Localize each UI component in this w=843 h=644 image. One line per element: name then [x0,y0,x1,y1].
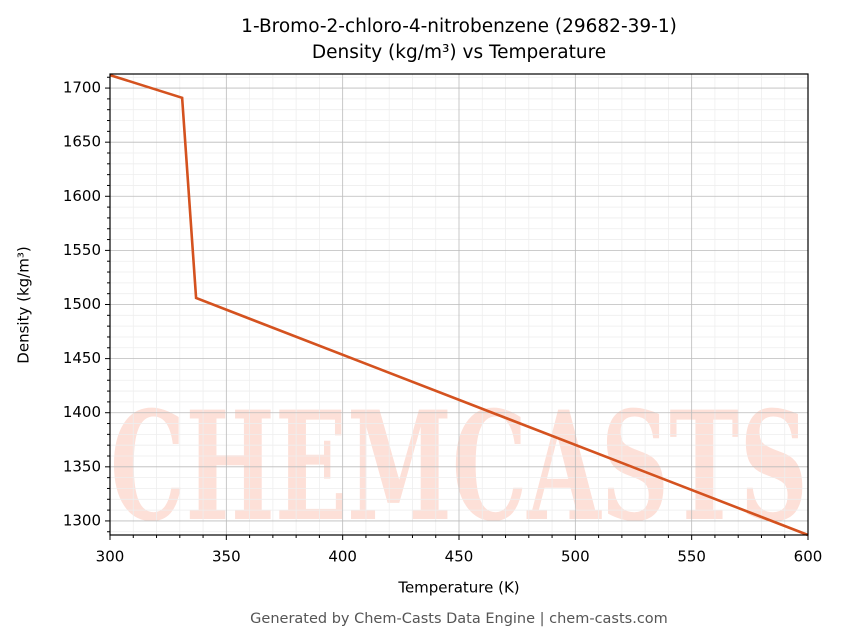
y-tick-label: 1350 [63,457,101,475]
chart-title: 1-Bromo-2-chloro-4-nitrobenzene (29682-3… [241,16,677,37]
x-tick-label: 500 [561,548,590,566]
x-tick-label: 300 [96,548,125,566]
y-tick-label: 1450 [63,349,101,367]
y-axis-label: Density (kg/m³) [15,246,33,363]
x-tick-label: 400 [328,548,357,566]
x-axis-label: Temperature (K) [397,579,519,597]
y-tick-label: 1600 [63,187,101,205]
y-tick-label: 1650 [63,133,101,151]
x-tick-label: 600 [794,548,823,566]
y-tick-label: 1300 [63,511,101,529]
x-tick-label: 450 [445,548,474,566]
data-line [109,73,809,537]
y-tick-label: 1500 [63,295,101,313]
y-tick-label: 1550 [63,241,101,259]
footer: Generated by Chem-Casts Data Engine | ch… [250,611,668,627]
y-tick-label: 1700 [63,79,101,97]
plot-frame [109,73,809,536]
chart-subtitle: Density (kg/m³) vs Temperature [312,42,606,63]
x-tick-label: 350 [212,548,241,566]
x-tick-label: 550 [677,548,706,566]
y-tick-label: 1400 [63,403,101,421]
